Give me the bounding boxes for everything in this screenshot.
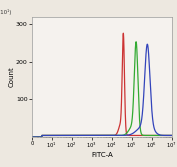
X-axis label: FITC-A: FITC-A [91, 152, 113, 158]
Text: (x 10¹): (x 10¹) [0, 10, 11, 16]
Y-axis label: Count: Count [8, 66, 15, 87]
